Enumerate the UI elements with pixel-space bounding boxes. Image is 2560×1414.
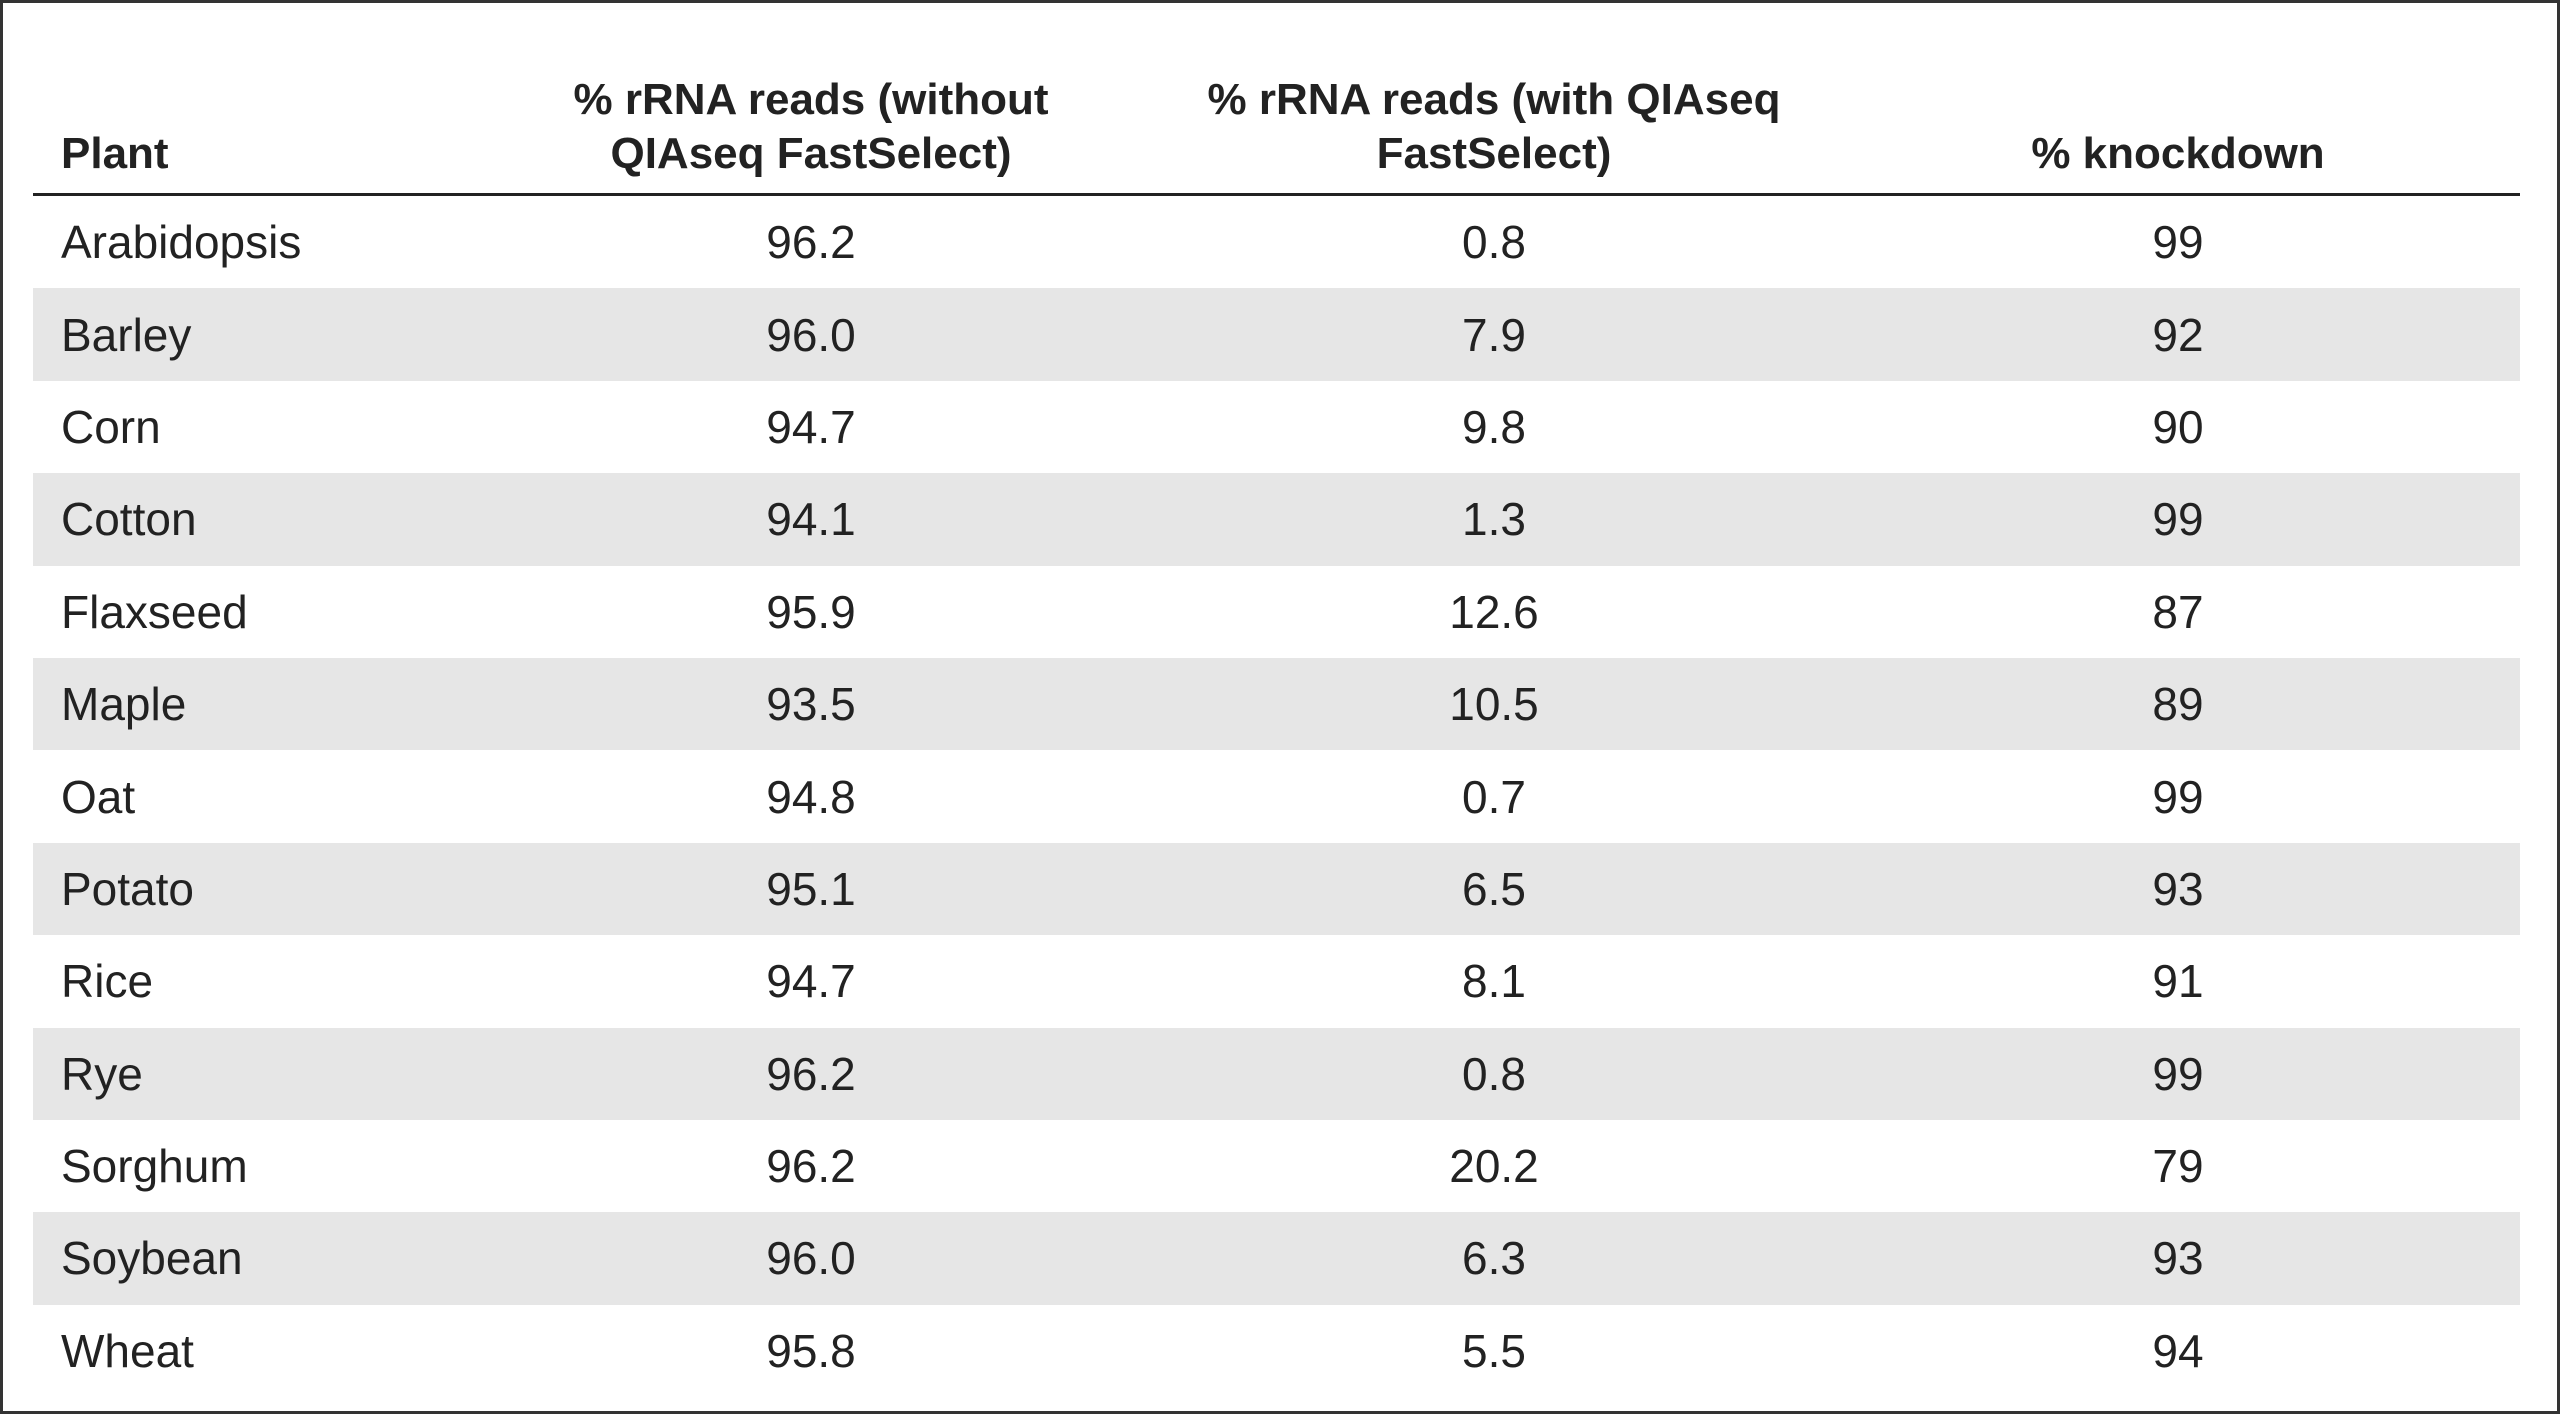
plant-name: Soybean xyxy=(33,1212,540,1305)
cell-value: 93 xyxy=(1906,1212,2520,1305)
cell-value: 95.1 xyxy=(540,842,1082,936)
plant-name: Maple xyxy=(33,657,540,751)
plant-name: Oat xyxy=(61,770,136,823)
cell-value: 96.2 xyxy=(766,1140,856,1193)
cell-value: 99 xyxy=(1906,473,2520,566)
cell-value: 0.8 xyxy=(1082,1027,1906,1120)
cell-value: 93.5 xyxy=(540,657,1082,751)
cell-value: 94.7 xyxy=(766,400,856,453)
cell-value: 95.8 xyxy=(766,1324,856,1377)
table-row: Potato 95.1 6.5 93 xyxy=(33,842,2520,936)
cell-value: 96.0 xyxy=(540,288,1082,381)
plant-name: Flaxseed xyxy=(61,585,248,638)
cell-value: 93 xyxy=(1906,842,2520,936)
cell-value: 20.2 xyxy=(1449,1140,1539,1193)
plant-name: Arabidopsis xyxy=(61,216,302,269)
cell-value: 95.9 xyxy=(766,585,856,638)
cell-value: 92 xyxy=(1906,288,2520,381)
header-line: % rRNA reads (with QIAseq xyxy=(1207,75,1781,124)
cell-value: 8.1 xyxy=(1462,955,1526,1008)
plant-name: Corn xyxy=(61,400,161,453)
table-row: Rice 94.7 8.1 91 xyxy=(33,935,2520,1027)
column-header: % knockdown xyxy=(1906,3,2520,196)
header-line: Plant xyxy=(61,129,169,178)
cell-value: 96.2 xyxy=(540,1027,1082,1120)
table-row: Maple 93.5 10.5 89 xyxy=(33,657,2520,751)
cell-value: 9.8 xyxy=(1462,400,1526,453)
table-row: Corn 94.7 9.8 90 xyxy=(33,381,2520,473)
header-line: % knockdown xyxy=(2031,129,2325,178)
table-body: Arabidopsis 96.2 0.8 99 Barley 96.0 7.9 92 Corn 9… xyxy=(33,195,2520,1398)
table-row: Cotton 94.1 1.3 99 xyxy=(33,473,2520,566)
plant-name: Wheat xyxy=(61,1324,194,1377)
table-row: Flaxseed 95.9 12.6 87 xyxy=(33,566,2520,658)
cell-value: 7.9 xyxy=(1082,288,1906,381)
cell-value: 94.7 xyxy=(766,955,856,1008)
column-header: % rRNA reads (with QIAseq FastSelect) xyxy=(1082,3,1906,196)
column-header: % rRNA reads (without QIAseq FastSelect) xyxy=(540,3,1082,196)
table-row: Rye 96.2 0.8 99 xyxy=(33,1027,2520,1120)
header-line: QIAseq FastSelect) xyxy=(610,129,1012,178)
plant-name: Rye xyxy=(33,1027,540,1120)
cell-value: 79 xyxy=(2152,1140,2204,1193)
cell-value: 99 xyxy=(2152,770,2204,823)
plant-name: Potato xyxy=(33,842,540,936)
table-row: Sorghum 96.2 20.2 79 xyxy=(33,1120,2520,1212)
plant-name: Sorghum xyxy=(61,1140,248,1193)
cell-value: 96.0 xyxy=(540,1212,1082,1305)
cell-value: 94.8 xyxy=(766,770,856,823)
table-row: Wheat 95.8 5.5 94 xyxy=(33,1305,2520,1397)
cell-value: 6.3 xyxy=(1082,1212,1906,1305)
cell-value: 0.7 xyxy=(1462,770,1526,823)
cell-value: 89 xyxy=(1906,657,2520,751)
cell-value: 91 xyxy=(2152,955,2204,1008)
column-header: Plant xyxy=(33,3,540,196)
cell-value: 12.6 xyxy=(1449,585,1539,638)
cell-value: 96.2 xyxy=(766,216,856,269)
data-table: Plant % rRNA reads (without QIAseq FastSel… xyxy=(33,3,2520,1397)
cell-value: 0.8 xyxy=(1462,216,1526,269)
cell-value: 99 xyxy=(2152,216,2204,269)
cell-value: 5.5 xyxy=(1462,1324,1526,1377)
table-row: Oat 94.8 0.7 99 xyxy=(33,750,2520,842)
cell-value: 10.5 xyxy=(1082,657,1906,751)
cell-value: 90 xyxy=(2152,400,2204,453)
cell-value: 87 xyxy=(2152,585,2204,638)
table-row: Arabidopsis 96.2 0.8 99 xyxy=(33,195,2520,289)
header-line: % rRNA reads (without xyxy=(573,75,1049,124)
cell-value: 94 xyxy=(2152,1324,2204,1377)
cell-value: 94.1 xyxy=(540,473,1082,566)
plant-name: Cotton xyxy=(33,473,540,566)
header-row: Plant % rRNA reads (without QIAseq FastSel… xyxy=(33,3,2520,196)
plant-name: Rice xyxy=(61,955,154,1008)
cell-value: 6.5 xyxy=(1082,842,1906,936)
cell-value: 1.3 xyxy=(1082,473,1906,566)
header-line: FastSelect) xyxy=(1376,129,1612,178)
cell-value: 99 xyxy=(1906,1027,2520,1120)
table-row: Soybean 96.0 6.3 93 xyxy=(33,1212,2520,1305)
table-row: Barley 96.0 7.9 92 xyxy=(33,288,2520,381)
plant-name: Barley xyxy=(33,288,540,381)
